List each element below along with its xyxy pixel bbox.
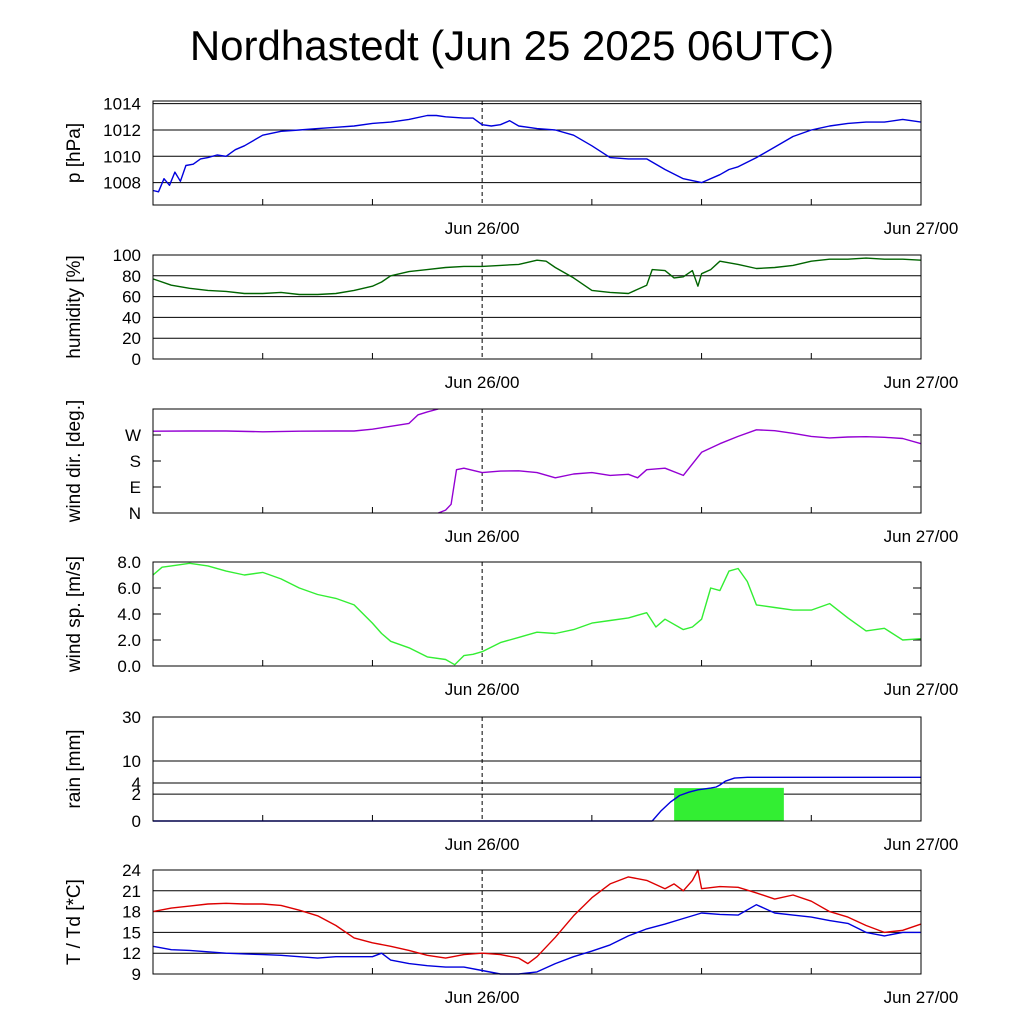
pressure-plot-frame xyxy=(152,100,922,206)
humidity-y-tick-label: 60 xyxy=(122,288,141,307)
temperature-y-axis-label: T / Td [*C] xyxy=(64,879,85,965)
rain-bar xyxy=(729,787,784,821)
humidity-y-tick-label: 80 xyxy=(122,267,141,286)
wind_dir-y-tick-label: N xyxy=(129,504,141,523)
humidity-y-tick-label: 100 xyxy=(113,246,141,265)
humidity-y-axis-label: humidity [%] xyxy=(64,255,85,358)
humidity-series-line xyxy=(152,257,922,296)
rain-y-axis-label: rain [mm] xyxy=(64,729,85,808)
temperature-series-line xyxy=(152,904,921,975)
wind_speed-y-axis-label: wind sp. [m/s] xyxy=(64,556,85,673)
pressure-x-tick-label: Jun 27/00 xyxy=(884,219,959,238)
wind_speed-x-tick-label: Jun 27/00 xyxy=(884,680,959,699)
wind_speed-y-tick-label: 8.0 xyxy=(117,553,141,572)
temperature-y-tick-label: 15 xyxy=(122,923,141,942)
temperature-y-tick-label: 12 xyxy=(122,944,141,963)
pressure-y-axis-label: p [hPa] xyxy=(64,123,85,183)
wind_dir-series-line xyxy=(152,408,439,433)
rain-series-line xyxy=(153,776,921,822)
pressure-y-tick-label: 1008 xyxy=(103,174,141,193)
pressure-x-tick-label: Jun 26/00 xyxy=(445,219,520,238)
temperature-series-line xyxy=(152,869,922,965)
wind_speed-y-tick-label: 0.0 xyxy=(117,657,141,676)
temperature-x-tick-label: Jun 27/00 xyxy=(884,988,959,1007)
wind_dir-plot-frame xyxy=(152,408,922,514)
wind_dir-y-tick-label: S xyxy=(130,452,141,471)
rain-plot-frame xyxy=(152,716,922,822)
temperature-y-tick-label: 21 xyxy=(122,882,141,901)
temperature-y-tick-label: 24 xyxy=(122,861,141,880)
humidity-y-tick-label: 40 xyxy=(122,308,141,327)
pressure-y-tick-label: 1014 xyxy=(103,95,141,114)
humidity-x-tick-label: Jun 26/00 xyxy=(445,373,520,392)
wind_speed-plot-frame xyxy=(152,561,922,667)
temperature-y-tick-label: 18 xyxy=(122,903,141,922)
rain-x-tick-label: Jun 26/00 xyxy=(445,835,520,854)
rain-bar xyxy=(674,788,729,821)
wind_dir-x-tick-label: Jun 26/00 xyxy=(445,527,520,546)
humidity-plot-frame xyxy=(152,254,922,360)
wind_speed-y-tick-label: 4.0 xyxy=(117,605,141,624)
temperature-y-tick-label: 9 xyxy=(132,965,141,984)
rain-y-tick-label: 2 xyxy=(132,785,141,804)
wind_dir-y-axis-label: wind dir. [deg.] xyxy=(64,400,85,524)
wind_speed-x-tick-label: Jun 26/00 xyxy=(445,680,520,699)
temperature-plot-frame xyxy=(152,869,922,975)
rain-x-tick-label: Jun 27/00 xyxy=(884,835,959,854)
pressure-series-line xyxy=(152,114,922,193)
wind_dir-y-tick-label: E xyxy=(130,478,141,497)
chart-title: Nordhastedt (Jun 25 2025 06UTC) xyxy=(189,22,835,69)
rain-y-tick-label: 0 xyxy=(132,812,141,831)
temperature-x-tick-label: Jun 26/00 xyxy=(445,988,520,1007)
wind_speed-y-tick-label: 6.0 xyxy=(117,579,141,598)
rain-y-tick-label: 30 xyxy=(122,708,141,727)
pressure-y-tick-label: 1012 xyxy=(103,121,141,140)
wind_dir-series-line xyxy=(438,429,922,514)
humidity-y-tick-label: 0 xyxy=(132,350,141,369)
rain-y-tick-label: 10 xyxy=(122,752,141,771)
wind_speed-y-tick-label: 2.0 xyxy=(117,631,141,650)
wind_speed-series-line xyxy=(152,562,922,666)
wind_dir-x-tick-label: Jun 27/00 xyxy=(884,527,959,546)
humidity-x-tick-label: Jun 27/00 xyxy=(884,373,959,392)
wind_dir-y-tick-label: W xyxy=(125,426,141,445)
rain-y-tick-label: 4 xyxy=(132,774,141,793)
pressure-y-tick-label: 1010 xyxy=(103,147,141,166)
humidity-y-tick-label: 20 xyxy=(122,329,141,348)
